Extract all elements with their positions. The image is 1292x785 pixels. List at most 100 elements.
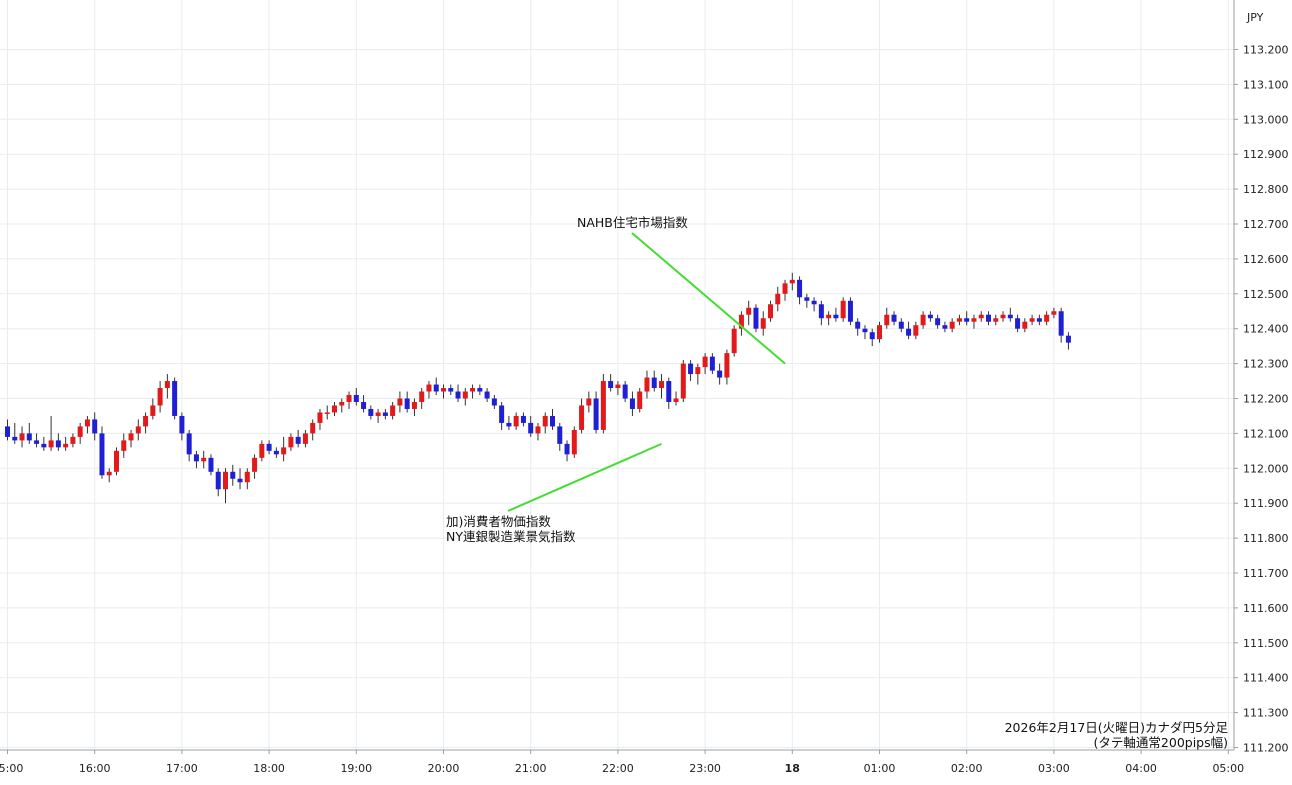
candle	[346, 391, 352, 409]
candle	[106, 468, 112, 483]
candle-body-down	[433, 384, 439, 392]
x-tick-label: 05:00	[1212, 762, 1244, 775]
candle	[513, 412, 519, 430]
candle-body-down	[520, 415, 526, 423]
candle	[709, 353, 715, 375]
candle-body-down	[491, 398, 497, 406]
candle	[855, 318, 861, 336]
x-tick-label: 18	[785, 762, 800, 775]
candle-body-down	[404, 398, 410, 409]
candle-body-down	[688, 363, 694, 375]
candle	[114, 447, 119, 476]
candle	[782, 279, 788, 301]
candle-body-down	[891, 314, 897, 322]
candle-body-down	[666, 381, 672, 402]
candle	[964, 311, 970, 326]
candle	[826, 311, 832, 326]
candle-body-down	[622, 384, 628, 399]
candle	[688, 360, 694, 382]
candle	[731, 325, 737, 357]
candle	[615, 381, 621, 396]
candle	[978, 311, 984, 322]
candle-body-up	[288, 436, 294, 448]
candle-body-up	[317, 412, 323, 423]
x-tick-label: 18:00	[253, 762, 285, 775]
candle	[172, 377, 178, 420]
candle-body-up	[695, 367, 701, 375]
candle	[128, 429, 134, 448]
candle-body-up	[760, 318, 766, 329]
candle-body-down	[499, 405, 505, 423]
candle	[564, 440, 570, 462]
candle-body-down	[477, 388, 483, 392]
candle-body-up	[615, 384, 621, 389]
candle-body-down	[273, 450, 279, 455]
y-tick-label: 111.800	[1243, 532, 1289, 545]
x-tick-label: 15:00	[0, 762, 23, 775]
candle-body-up	[281, 447, 287, 455]
candle-body-up	[579, 405, 585, 430]
candle-body-up	[789, 279, 795, 284]
candle-body-up	[375, 412, 381, 416]
candle	[666, 377, 672, 409]
candle-body-down	[266, 443, 272, 451]
candle-body-down	[906, 328, 912, 336]
candle-body-up	[949, 321, 955, 329]
candle	[622, 381, 628, 402]
candle-body-down	[804, 297, 810, 301]
candle	[121, 433, 127, 458]
y-tick-label: 112.900	[1243, 148, 1289, 161]
candle-body-up	[1051, 311, 1057, 315]
candle	[579, 398, 585, 434]
candle	[157, 381, 163, 413]
candle-body-down	[629, 398, 635, 409]
candle-body-down	[455, 391, 461, 399]
candle	[1036, 314, 1042, 326]
candle	[695, 363, 701, 385]
candle-body-up	[310, 422, 316, 434]
candle	[884, 307, 890, 329]
candle	[230, 464, 236, 486]
candle-body-down	[528, 422, 534, 434]
candle-body-up	[470, 388, 476, 392]
candle-body-up	[223, 471, 228, 490]
candle	[920, 311, 926, 329]
candle-body-up	[1000, 314, 1006, 319]
candle	[55, 433, 61, 451]
candle-body-down	[208, 457, 214, 472]
candle	[164, 374, 170, 399]
grid	[0, 0, 1234, 750]
candle	[600, 374, 606, 434]
candle-body-up	[978, 314, 984, 319]
currency-label: JPY	[1246, 11, 1264, 24]
candle	[847, 297, 853, 326]
candle	[353, 388, 359, 406]
candle	[368, 405, 374, 420]
candle	[244, 468, 250, 490]
candle-body-up	[324, 412, 330, 414]
candle-body-down	[964, 318, 970, 322]
candle-body-up	[993, 318, 999, 322]
candle-body-up	[731, 328, 737, 354]
candle	[150, 398, 156, 420]
candle-body-up	[542, 415, 548, 427]
candle	[302, 429, 308, 448]
candle	[48, 415, 54, 451]
candle	[266, 440, 272, 455]
candle	[84, 415, 90, 434]
candle-body-down	[898, 321, 904, 329]
x-tick-label: 23:00	[689, 762, 721, 775]
event-annotation: NAHB住宅市場指数	[577, 215, 786, 365]
candle	[775, 286, 781, 312]
candle-body-down	[179, 415, 185, 434]
candle	[738, 311, 744, 336]
candle	[411, 398, 417, 416]
y-tick-label: 111.600	[1243, 602, 1289, 615]
candle-body-down	[506, 422, 512, 427]
candle-body-up	[513, 415, 519, 427]
candle-body-down	[935, 318, 941, 326]
candle	[12, 422, 18, 444]
candle-body-up	[411, 401, 417, 409]
candle-body-down	[717, 370, 723, 378]
